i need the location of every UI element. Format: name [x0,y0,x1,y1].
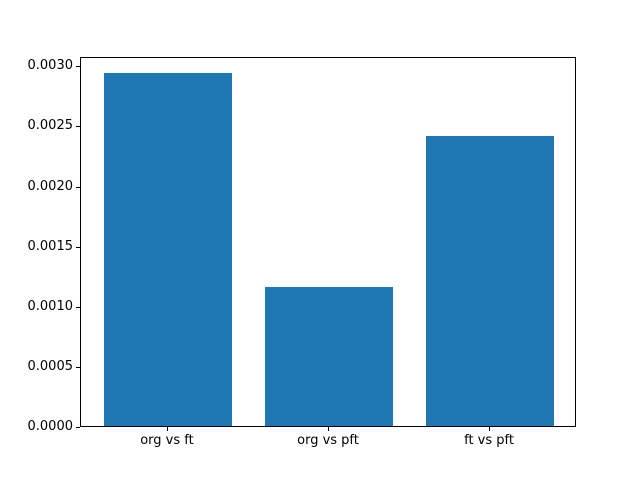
y-tick-mark [76,66,80,68]
y-tick-label: 0.0010 [27,298,74,314]
y-tick-mark [76,186,80,188]
x-tick-label: org vs ft [140,433,194,448]
y-tick-label: 0.0000 [27,419,74,434]
bar-org-vs-pft [264,286,394,426]
x-tick-label: ft vs pft [464,433,514,448]
y-tick-label: 0.0005 [27,358,74,374]
x-tick-mark [328,427,329,431]
y-tick-label: 0.0025 [27,118,74,134]
bar-ft-vs-pft [425,135,555,426]
y-tick-mark [76,306,80,308]
y-tick-label: 0.0020 [27,178,74,194]
y-tick-mark [76,246,80,248]
x-tick-mark [489,427,491,431]
y-tick-label: 0.0030 [27,58,74,74]
y-tick-label: 0.0015 [27,238,74,254]
plot-area [80,57,576,427]
x-tick-mark [166,427,168,431]
bar-org-vs-ft [103,73,233,426]
x-tick-label: org vs pft [297,433,359,448]
y-tick-mark [76,427,80,428]
y-tick-mark [76,126,80,128]
y-tick-mark [76,366,80,368]
